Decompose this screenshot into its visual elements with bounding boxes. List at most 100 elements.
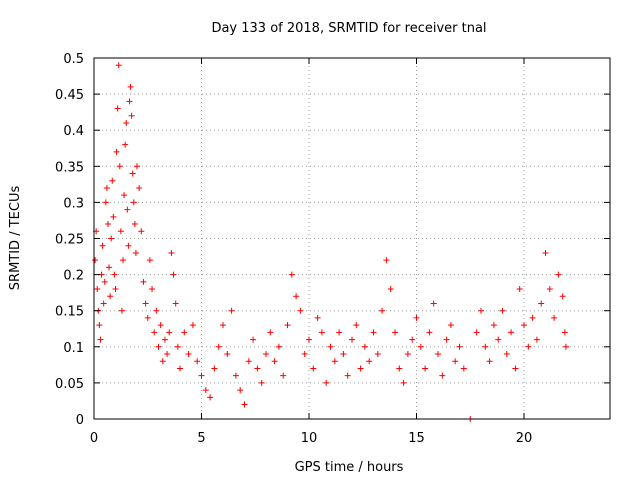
data-point: [383, 257, 390, 264]
data-point: [323, 379, 330, 386]
data-point: [443, 336, 450, 343]
data-point: [131, 221, 138, 228]
data-point: [435, 351, 441, 358]
data-point: [542, 249, 549, 256]
data-point: [97, 336, 104, 343]
data-point: [146, 257, 153, 264]
y-axis-label: SRMTID / TECUs: [8, 186, 23, 291]
data-point: [370, 329, 377, 336]
y-tick-label: 0.4: [63, 124, 84, 139]
data-point: [94, 286, 101, 293]
data-point: [100, 300, 107, 307]
plot-frame: [93, 57, 611, 420]
data-point: [404, 351, 411, 358]
data-point: [357, 365, 364, 372]
data-point: [512, 365, 519, 372]
data-point: [245, 358, 252, 365]
data-point: [353, 322, 360, 329]
data-point: [482, 343, 489, 350]
data-point: [125, 242, 132, 249]
data-point: [127, 83, 134, 90]
x-tick-label: 5: [197, 431, 205, 446]
data-point: [128, 112, 135, 119]
data-point: [96, 322, 103, 329]
y-tick-label: 0.1: [63, 341, 84, 356]
data-point: [107, 293, 114, 300]
data-point: [267, 329, 274, 336]
y-tick-label: 0.15: [55, 305, 84, 320]
data-point: [114, 105, 121, 112]
data-point: [516, 286, 523, 293]
data-point: [198, 372, 205, 379]
data-point: [194, 358, 201, 365]
data-point: [168, 249, 175, 256]
data-point: [439, 372, 446, 379]
data-point: [211, 365, 218, 372]
y-tick-label: 0.25: [55, 233, 84, 248]
data-point: [538, 300, 545, 307]
data-point: [293, 293, 300, 300]
data-point: [413, 314, 420, 321]
data-point: [136, 184, 143, 191]
data-point: [112, 286, 119, 293]
data-point: [153, 307, 160, 314]
data-point: [118, 307, 125, 314]
data-point: [120, 257, 127, 264]
data-point: [486, 358, 493, 365]
data-point: [144, 314, 151, 321]
data-point: [340, 351, 347, 358]
data-point: [215, 343, 222, 350]
data-point: [228, 307, 235, 314]
data-point: [103, 184, 110, 191]
data-point: [140, 278, 147, 285]
data-point: [232, 372, 239, 379]
data-point: [473, 329, 480, 336]
data-point: [301, 351, 308, 358]
data-point: [202, 387, 209, 394]
data-point: [263, 351, 269, 358]
data-point: [546, 286, 553, 293]
data-point: [280, 372, 287, 379]
data-point: [344, 372, 351, 379]
data-point: [409, 336, 416, 343]
data-point: [529, 314, 536, 321]
data-point: [99, 242, 106, 249]
grid-layer: [94, 58, 610, 419]
data-point: [284, 322, 291, 329]
data-point: [254, 365, 261, 372]
data-point: [142, 300, 149, 307]
data-point: [172, 300, 179, 307]
data-point: [92, 257, 99, 264]
y-tick-label: 0: [76, 413, 84, 428]
data-point: [101, 278, 108, 285]
data-point: [525, 343, 532, 350]
data-point: [102, 199, 109, 206]
data-point: [499, 307, 506, 314]
data-point: [189, 322, 196, 329]
data-point: [327, 343, 334, 350]
data-point: [478, 307, 484, 314]
data-point: [166, 329, 173, 336]
data-point: [129, 170, 136, 177]
data-point: [271, 358, 278, 365]
data-point: [430, 300, 437, 307]
data-point: [121, 192, 128, 199]
data-point: [115, 62, 122, 69]
data-point: [306, 336, 312, 343]
data-point: [155, 343, 162, 350]
data-point: [207, 394, 214, 401]
data-point: [109, 177, 116, 184]
data-point: [151, 329, 158, 336]
data-point: [331, 358, 338, 365]
data-point: [117, 228, 124, 235]
data-point: [126, 98, 133, 105]
data-point: [237, 387, 244, 394]
x-tick-label: 0: [90, 431, 98, 446]
y-tick-label: 0.45: [55, 88, 84, 103]
data-point: [392, 329, 398, 336]
data-point: [108, 235, 115, 242]
data-point: [297, 307, 304, 314]
y-tick-label: 0.3: [63, 196, 84, 211]
data-point: [336, 329, 343, 336]
x-tick-label: 15: [408, 431, 425, 446]
